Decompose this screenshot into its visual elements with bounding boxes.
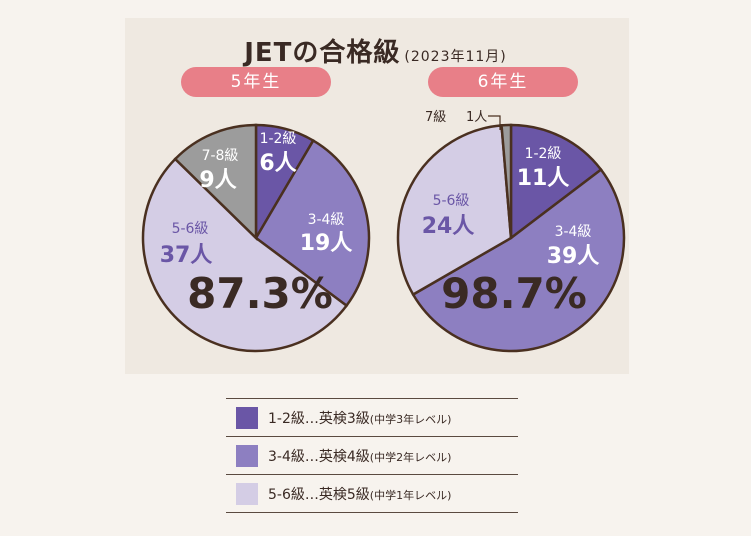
pie-slice xyxy=(500,123,513,239)
pie-slice xyxy=(396,124,513,297)
grade6-label: 6年生 xyxy=(428,67,578,97)
legend-label: 1-2級…英検3級 xyxy=(268,410,370,427)
pie-slice xyxy=(254,138,371,308)
slice-label: 3-4級 xyxy=(308,212,345,228)
pass-rate: 87.3% xyxy=(187,269,333,318)
pie-slice xyxy=(509,123,603,241)
legend-note: (中学2年レベル) xyxy=(369,450,452,464)
chart-title: JETの合格級 (2023年11月) xyxy=(0,32,751,69)
slice-count: 39人 xyxy=(547,244,600,269)
legend-item-1-2: 1-2級…英検3級(中学3年レベル) xyxy=(226,398,518,437)
slice-count: 1人 xyxy=(466,110,487,125)
slice-count: 24人 xyxy=(422,214,475,239)
legend-swatch xyxy=(236,444,258,467)
legend-swatch xyxy=(236,406,258,429)
legend-swatch xyxy=(236,482,258,505)
slice-label: 3-4級 xyxy=(555,224,592,240)
legend-note: (中学3年レベル) xyxy=(369,412,452,426)
slice-count: 19人 xyxy=(300,231,353,256)
legend-label: 5-6級…英検5級 xyxy=(268,486,370,503)
grade5-label: 5年生 xyxy=(181,67,331,97)
slice-label: 1-2級 xyxy=(525,146,562,162)
title-main: JETの合格級 xyxy=(244,38,401,68)
slice-count: 37人 xyxy=(160,243,213,268)
slice-label: 1-2級 xyxy=(260,131,297,147)
legend-label: 3-4級…英検4級 xyxy=(268,448,370,465)
slice-count: 6人 xyxy=(259,151,296,176)
pie-slice xyxy=(173,123,258,241)
pie-slice xyxy=(141,157,349,353)
slice-label: 7-8級 xyxy=(202,148,239,164)
legend-item-5-6: 5-6級…英検5級(中学1年レベル) xyxy=(226,475,518,513)
legend: 1-2級…英検3級(中学3年レベル) 3-4級…英検4級(中学2年レベル) 5-… xyxy=(226,398,518,513)
slice-label: 5-6級 xyxy=(172,221,209,237)
slice-count: 11人 xyxy=(517,166,570,191)
slice-label: 5-6級 xyxy=(433,193,470,209)
slice-count: 9人 xyxy=(199,168,236,193)
legend-item-3-4: 3-4級…英検4級(中学2年レベル) xyxy=(226,437,518,475)
title-sub: (2023年11月) xyxy=(404,49,507,65)
legend-note: (中学1年レベル) xyxy=(369,488,452,502)
leader-line xyxy=(488,115,501,130)
slice-label: 7級 xyxy=(425,110,446,125)
pie-slice xyxy=(411,167,626,353)
pass-rate: 98.7% xyxy=(441,269,587,318)
